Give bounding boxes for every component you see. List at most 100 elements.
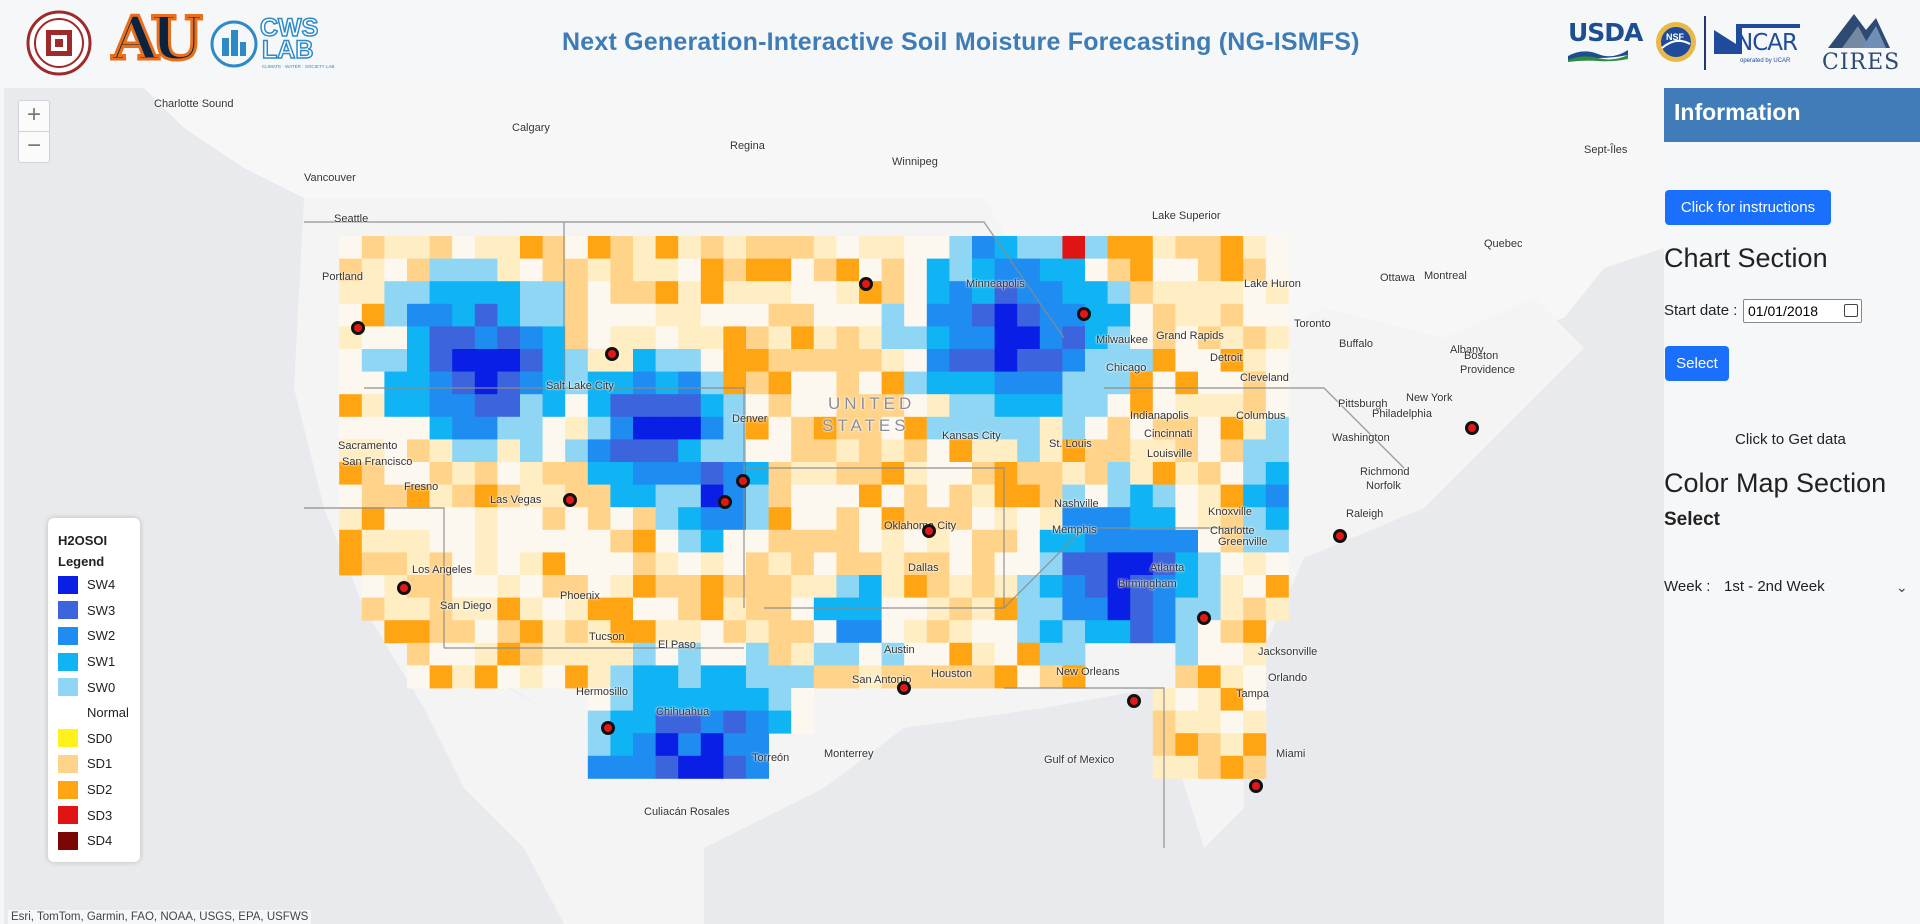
grid-cell[interactable] (972, 416, 995, 440)
grid-cell[interactable] (1220, 349, 1244, 372)
grid-cell[interactable] (723, 665, 747, 689)
grid-cell[interactable] (361, 575, 385, 598)
grid-cell[interactable] (384, 552, 408, 576)
grid-cell[interactable] (1175, 394, 1199, 418)
grid-cell[interactable] (542, 349, 566, 372)
grid-cell[interactable] (361, 484, 385, 508)
grid-cell[interactable] (1152, 439, 1176, 463)
grid-cell[interactable] (361, 326, 385, 350)
grid-cell[interactable] (452, 462, 476, 485)
grid-cell[interactable] (610, 258, 634, 282)
grid-cell[interactable] (407, 281, 430, 305)
grid-cell[interactable] (1243, 416, 1267, 440)
grid-cell[interactable] (1175, 258, 1199, 282)
grid-cell[interactable] (384, 236, 408, 259)
grid-cell[interactable] (452, 303, 476, 327)
grid-cell[interactable] (791, 416, 815, 440)
grid-cell[interactable] (407, 258, 430, 282)
grid-cell[interactable] (1107, 575, 1131, 598)
grid-cell[interactable] (1243, 236, 1267, 259)
grid-cell[interactable] (1220, 303, 1244, 327)
grid-cell[interactable] (1220, 281, 1244, 305)
grid-cell[interactable] (700, 575, 724, 598)
grid-cell[interactable] (633, 575, 656, 598)
grid-cell[interactable] (587, 597, 611, 621)
grid-cell[interactable] (678, 620, 702, 644)
grid-cell[interactable] (768, 620, 792, 644)
grid-cell[interactable] (723, 688, 747, 711)
grid-cell[interactable] (723, 552, 747, 576)
grid-cell[interactable] (926, 665, 950, 689)
grid-cell[interactable] (1085, 597, 1108, 621)
grid-cell[interactable] (497, 258, 521, 282)
grid-cell[interactable] (700, 733, 724, 757)
grid-cell[interactable] (836, 507, 860, 531)
grid-cell[interactable] (1085, 416, 1108, 440)
grid-cell[interactable] (474, 484, 498, 508)
grid-cell[interactable] (1085, 281, 1108, 305)
grid-cell[interactable] (1198, 416, 1221, 440)
grid-cell[interactable] (429, 303, 453, 327)
grid-cell[interactable] (926, 236, 950, 259)
grid-cell[interactable] (768, 462, 792, 485)
grid-cell[interactable] (881, 642, 905, 666)
grid-cell[interactable] (1175, 529, 1199, 553)
grid-cell[interactable] (926, 371, 950, 395)
grid-cell[interactable] (904, 394, 928, 418)
grid-cell[interactable] (1243, 258, 1267, 282)
grid-cell[interactable] (407, 394, 430, 418)
grid-cell[interactable] (1198, 462, 1221, 485)
grid-cell[interactable] (700, 281, 724, 305)
grid-cell[interactable] (1220, 552, 1244, 576)
grid-cell[interactable] (926, 439, 950, 463)
grid-cell[interactable] (452, 394, 476, 418)
grid-cell[interactable] (542, 484, 566, 508)
grid-cell[interactable] (836, 484, 860, 508)
grid-cell[interactable] (723, 416, 747, 440)
grid-cell[interactable] (1085, 439, 1108, 463)
grid-cell[interactable] (452, 620, 476, 644)
grid-cell[interactable] (497, 507, 521, 531)
grid-cell[interactable] (1243, 642, 1267, 666)
grid-cell[interactable] (1062, 394, 1086, 418)
grid-cell[interactable] (836, 326, 860, 350)
grid-cell[interactable] (723, 394, 747, 418)
grid-cell[interactable] (1198, 371, 1221, 395)
grid-cell[interactable] (520, 529, 543, 553)
grid-cell[interactable] (655, 484, 679, 508)
grid-cell[interactable] (972, 552, 995, 576)
grid-cell[interactable] (1175, 281, 1199, 305)
grid-cell[interactable] (1062, 236, 1086, 259)
grid-cell[interactable] (723, 755, 747, 779)
grid-cell[interactable] (633, 642, 656, 666)
grid-cell[interactable] (1152, 371, 1176, 395)
grid-cell[interactable] (1220, 371, 1244, 395)
grid-cell[interactable] (339, 507, 363, 531)
grid-cell[interactable] (678, 326, 702, 350)
grid-cell[interactable] (881, 439, 905, 463)
grid-cell[interactable] (474, 642, 498, 666)
grid-cell[interactable] (836, 394, 860, 418)
grid-cell[interactable] (994, 575, 1018, 598)
grid-cell[interactable] (813, 642, 837, 666)
grid-cell[interactable] (452, 236, 476, 259)
grid-cell[interactable] (994, 507, 1018, 531)
grid-cell[interactable] (1107, 439, 1131, 463)
grid-cell[interactable] (565, 575, 589, 598)
grid-cell[interactable] (700, 620, 724, 644)
grid-cell[interactable] (1220, 484, 1244, 508)
grid-cell[interactable] (1107, 281, 1131, 305)
grid-cell[interactable] (972, 575, 995, 598)
grid-cell[interactable] (655, 552, 679, 576)
grid-cell[interactable] (768, 484, 792, 508)
grid-cell[interactable] (904, 236, 928, 259)
grid-cell[interactable] (859, 484, 882, 508)
grid-cell[interactable] (1039, 620, 1063, 644)
grid-cell[interactable] (610, 755, 634, 779)
grid-cell[interactable] (746, 281, 769, 305)
grid-cell[interactable] (587, 394, 611, 418)
grid-cell[interactable] (1175, 552, 1199, 576)
grid-cell[interactable] (1039, 394, 1063, 418)
grid-cell[interactable] (678, 755, 702, 779)
grid-cell[interactable] (407, 529, 430, 553)
